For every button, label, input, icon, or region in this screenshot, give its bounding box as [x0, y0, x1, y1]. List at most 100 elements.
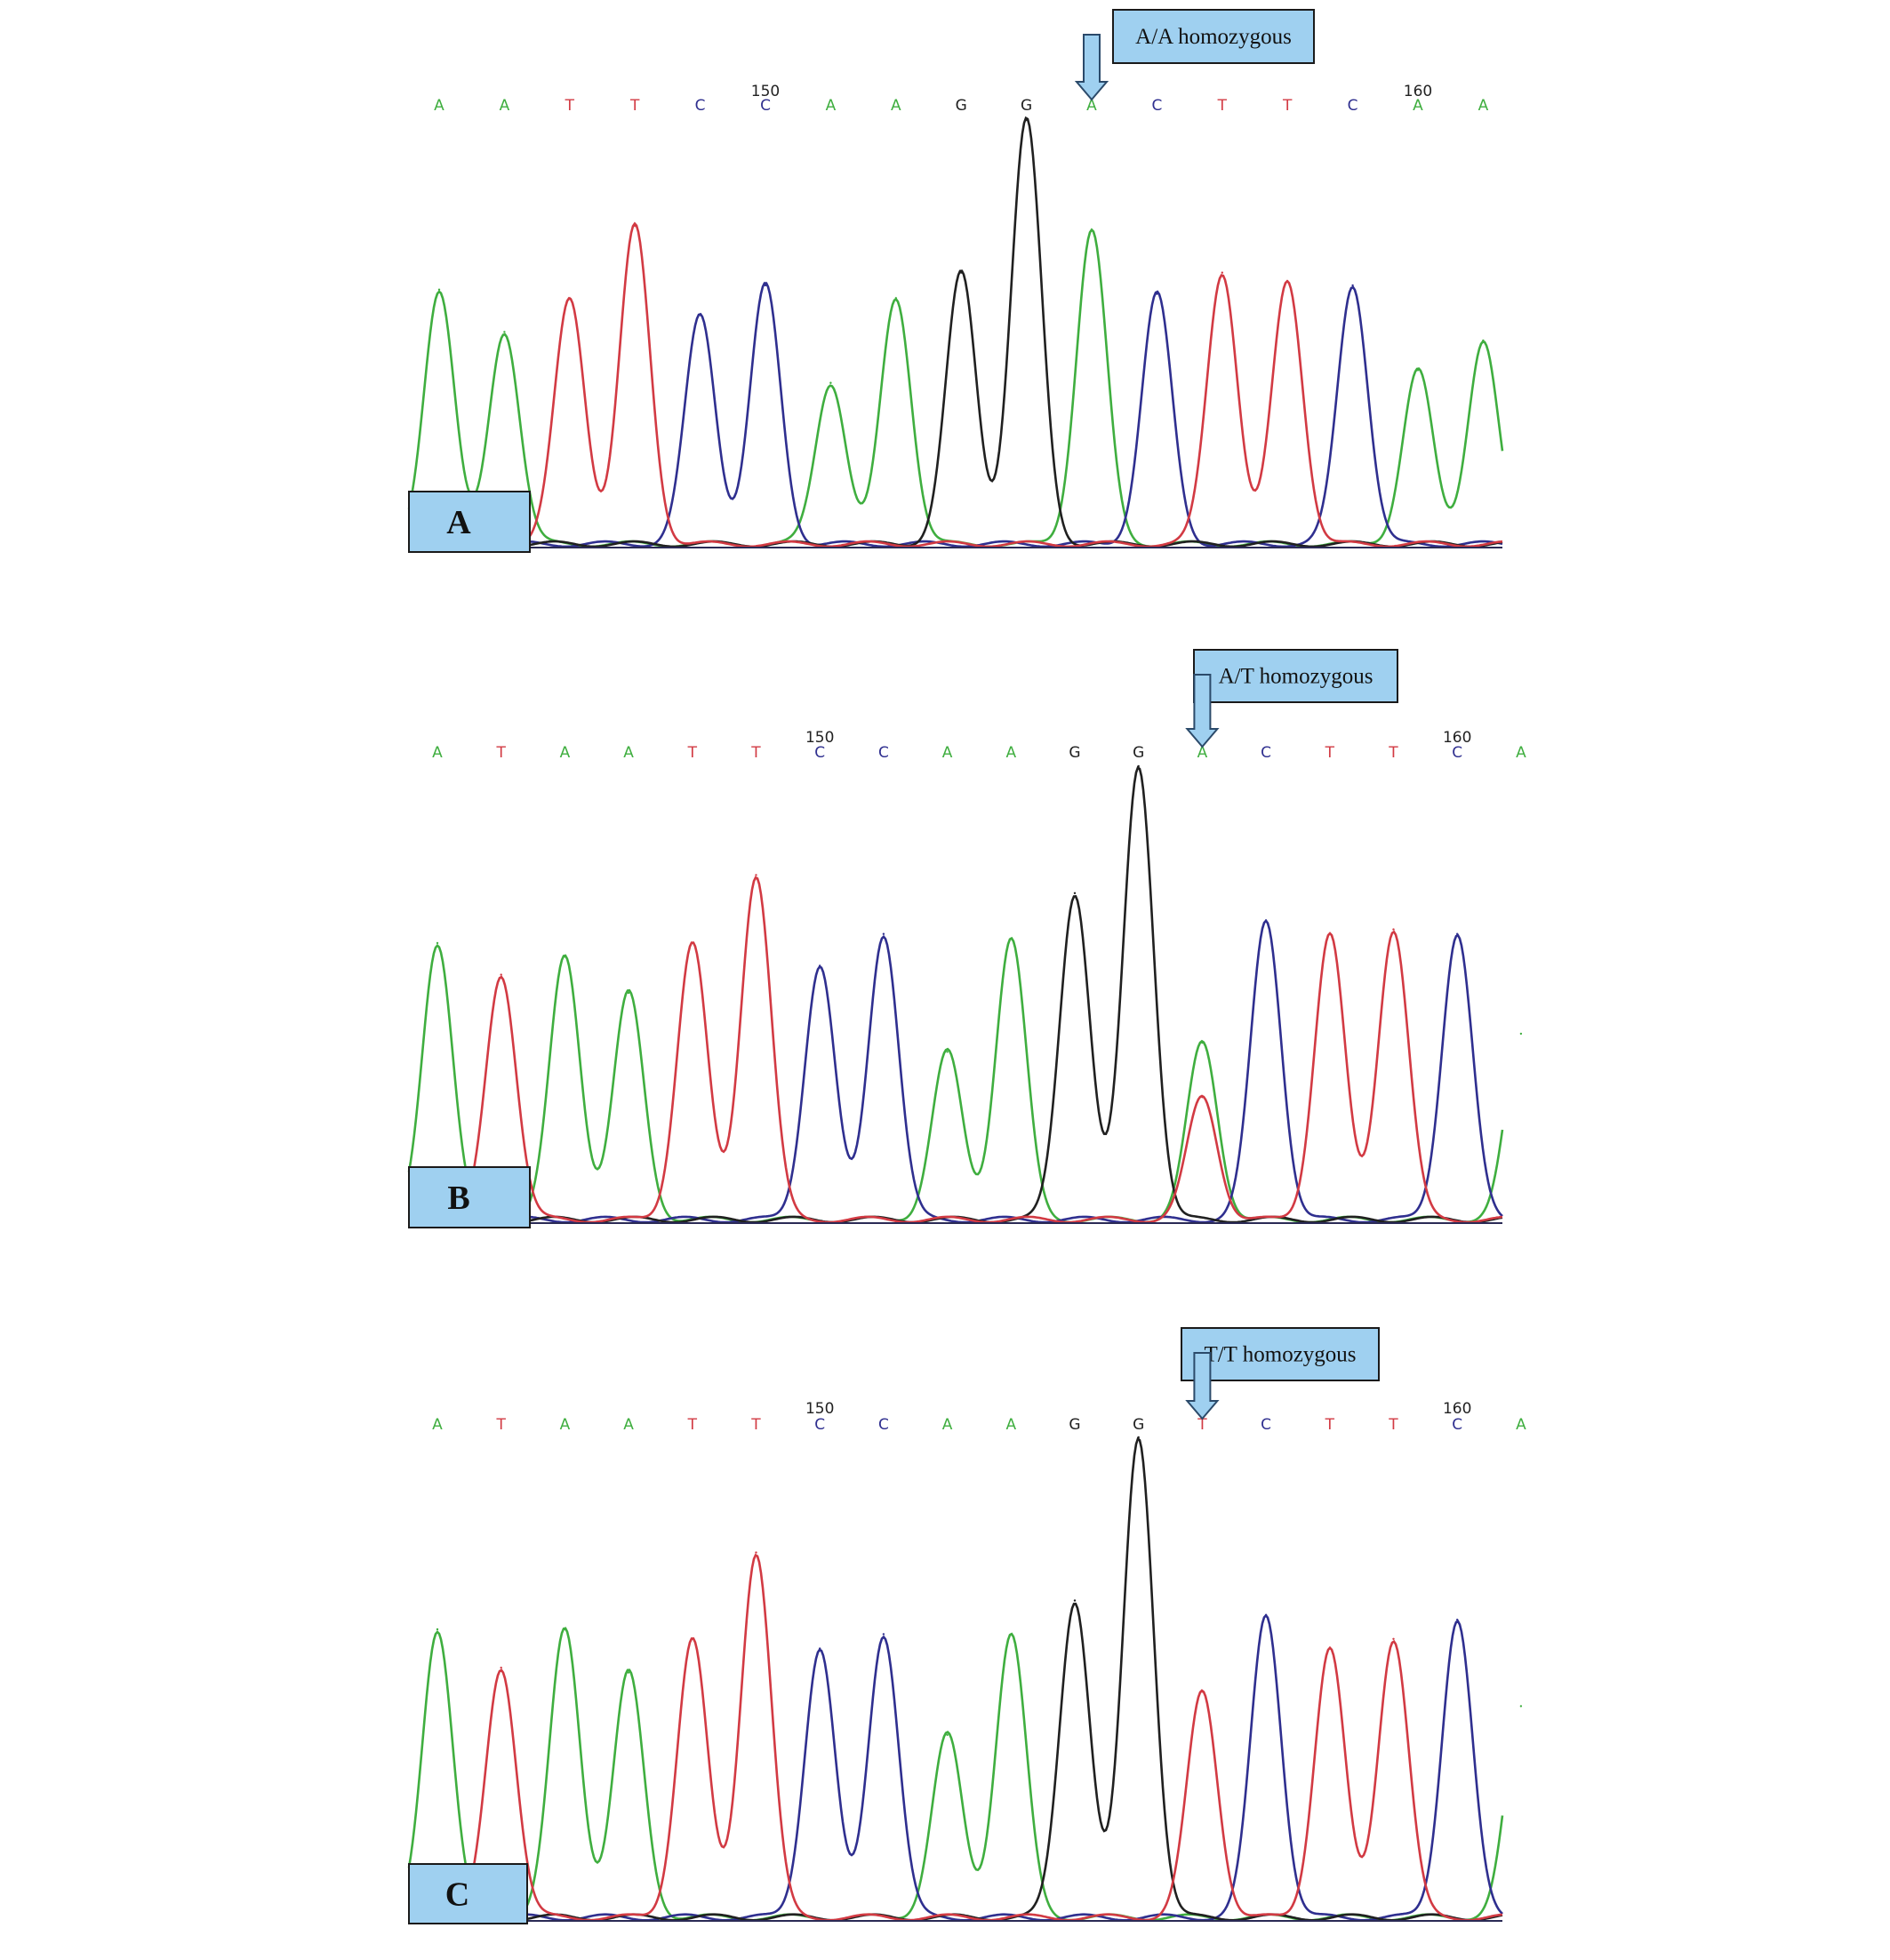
- base-call-label: G: [1069, 744, 1080, 762]
- position-tick-label: 150: [805, 1400, 834, 1418]
- base-call-label: T: [496, 1416, 507, 1434]
- base-call-label: T: [687, 1416, 698, 1434]
- peak-A-10: [1090, 228, 1093, 232]
- peak-C-13: [1264, 1613, 1268, 1617]
- peak-T-13: [1201, 1096, 1204, 1099]
- base-call-label: T: [687, 744, 698, 762]
- base-call-label: A: [1005, 744, 1016, 762]
- base-call-label: T: [1282, 97, 1293, 115]
- panel-label-text: B: [447, 1180, 469, 1217]
- base-call-label: A: [1197, 744, 1208, 762]
- peak-G-8: [960, 271, 963, 274]
- trace-group: [407, 1436, 1523, 1922]
- panel-label-text: A: [446, 504, 471, 541]
- base-call-label: T: [1388, 1416, 1398, 1434]
- down-arrow-icon: [1074, 34, 1109, 101]
- peak-A-0: [436, 941, 439, 945]
- base-call-label: C: [1151, 97, 1162, 115]
- base-call-label: C: [760, 97, 771, 115]
- peak-C-4: [699, 314, 701, 316]
- peak-T-5: [755, 874, 757, 876]
- genotype-callout: A/T homozygous: [1185, 649, 1398, 748]
- peak-G-11: [1137, 1436, 1140, 1439]
- base-call-label: C: [878, 744, 889, 762]
- peak-C-11: [1156, 292, 1158, 295]
- base-call-label: G: [1069, 1416, 1080, 1434]
- peak-T-4: [691, 1637, 693, 1641]
- callout-text: A/A homozygous: [1135, 25, 1292, 49]
- trace-group: [407, 764, 1523, 1224]
- callout-text: T/T homozygous: [1204, 1343, 1356, 1367]
- panel-label-box: [408, 1863, 528, 1924]
- position-tick-label: 160: [1443, 1400, 1471, 1418]
- peak-T-5: [755, 1551, 757, 1554]
- peak-C-7: [882, 1633, 885, 1636]
- position-tick-label: 150: [751, 83, 780, 100]
- callout-box: [1112, 9, 1315, 64]
- peak-T-1: [500, 973, 502, 976]
- base-call-label: A: [891, 97, 901, 115]
- peak-C-6: [819, 1647, 821, 1650]
- peak-T-3: [634, 225, 637, 228]
- peak-T-12: [1201, 1691, 1204, 1693]
- genotype-callout: T/T homozygous: [1181, 1327, 1380, 1420]
- peak-A-8: [946, 1733, 949, 1737]
- down-arrow-icon: [1185, 674, 1220, 748]
- base-call-label: A: [623, 744, 634, 762]
- base-call-label: A: [560, 1416, 571, 1434]
- base-call-label: A: [560, 744, 571, 762]
- panel-label: C: [408, 1863, 528, 1924]
- base-call-label: A: [1516, 1416, 1526, 1434]
- base-call-label: A: [1413, 97, 1423, 115]
- base-call-label: A: [942, 744, 953, 762]
- base-call-label: C: [1452, 1416, 1462, 1434]
- trace-group: [407, 116, 1504, 548]
- peak-G-10: [1073, 892, 1077, 894]
- peak-A-1: [503, 331, 506, 333]
- base-call-label: A: [623, 1416, 634, 1434]
- base-call-label: T: [750, 1416, 761, 1434]
- peak-A-18: [1519, 1032, 1523, 1036]
- base-call-label: A: [432, 744, 443, 762]
- peak-T-12: [1221, 271, 1224, 274]
- panel-label-text: C: [445, 1876, 469, 1914]
- base-call-label: G: [1133, 1416, 1144, 1434]
- base-call-label: T: [1217, 97, 1228, 115]
- callout-text: A/T homozygous: [1219, 665, 1373, 689]
- base-call-row: A T A A T T C C A A G G T C T T C A 150 160: [432, 1400, 1526, 1434]
- base-call-label: A: [1005, 1416, 1016, 1434]
- position-tick-label: 160: [1443, 729, 1471, 747]
- base-call-label: C: [814, 744, 825, 762]
- base-call-label: T: [1388, 744, 1398, 762]
- peak-G-10: [1073, 1599, 1077, 1602]
- base-call-label: A: [1516, 744, 1526, 762]
- peak-T-16: [1392, 928, 1395, 931]
- peak-T-15: [1328, 932, 1332, 935]
- peak-C-14: [1264, 919, 1268, 922]
- peak-C-16: [1456, 1619, 1459, 1621]
- base-call-label: T: [565, 97, 575, 115]
- peak-A-0: [437, 288, 441, 291]
- peak-C-14: [1351, 284, 1354, 287]
- base-call-row: A T A A T T C C A A G G A C T T C A 150 160: [432, 729, 1526, 762]
- position-tick-label: 150: [805, 729, 834, 747]
- peak-A-3: [627, 1671, 630, 1674]
- panel-label-box: [408, 491, 531, 553]
- peak-G-11: [1137, 764, 1140, 768]
- base-call-label: A: [1086, 97, 1097, 115]
- genotype-callout: A/A homozygous: [1074, 9, 1315, 101]
- base-call-label: C: [1261, 1416, 1271, 1434]
- base-call-label: G: [1133, 744, 1144, 762]
- base-call-label: A: [942, 1416, 953, 1434]
- peak-A-9: [1010, 1633, 1013, 1636]
- position-tick-label: 160: [1404, 83, 1432, 100]
- base-call-label: C: [814, 1416, 825, 1434]
- peak-A-12: [1201, 1041, 1204, 1044]
- peak-A-9: [1010, 937, 1013, 940]
- panel-label: A: [408, 491, 531, 553]
- base-call-label: C: [1452, 744, 1462, 762]
- peak-C-17: [1456, 932, 1459, 935]
- base-call-label: A: [826, 97, 837, 115]
- trace-T-series: [408, 221, 1503, 548]
